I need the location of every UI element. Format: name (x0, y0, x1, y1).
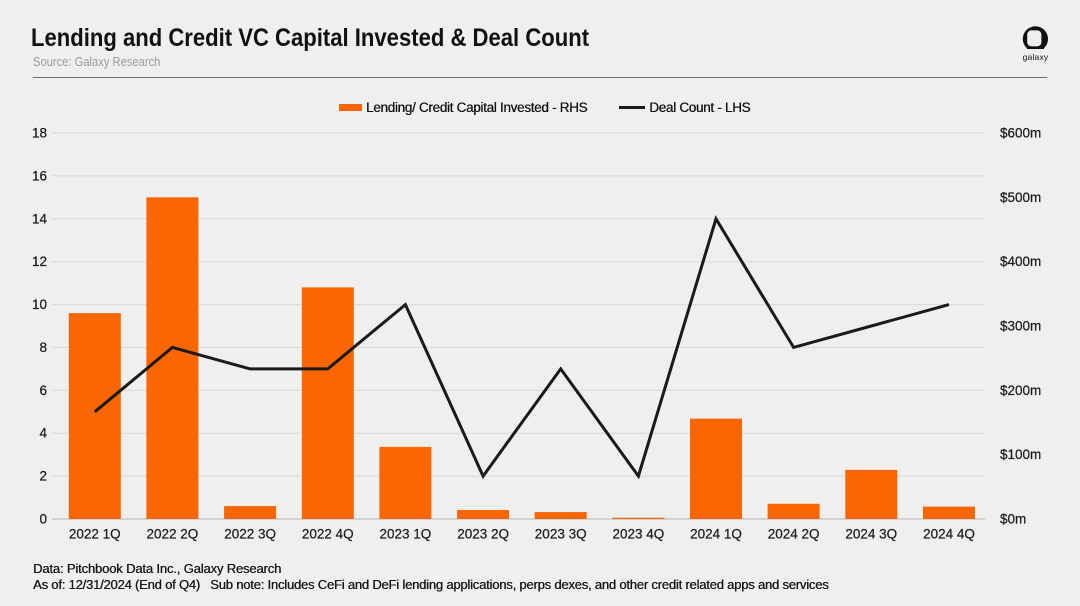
svg-text:2: 2 (39, 469, 47, 484)
svg-text:$400m: $400m (1000, 254, 1041, 269)
svg-text:$100m: $100m (1000, 447, 1041, 462)
svg-text:$300m: $300m (1000, 319, 1041, 334)
svg-text:2023 1Q: 2023 1Q (380, 527, 432, 542)
svg-text:14: 14 (32, 211, 48, 226)
svg-text:2023 3Q: 2023 3Q (535, 527, 587, 542)
svg-text:8: 8 (39, 340, 47, 355)
svg-text:2023 4Q: 2023 4Q (613, 527, 665, 542)
svg-text:$200m: $200m (1000, 383, 1041, 398)
svg-text:2022 1Q: 2022 1Q (69, 527, 121, 542)
svg-text:2022 4Q: 2022 4Q (302, 527, 354, 542)
svg-text:2023 2Q: 2023 2Q (457, 527, 509, 542)
svg-text:12: 12 (32, 254, 47, 269)
svg-text:4: 4 (39, 426, 47, 441)
svg-text:2024 4Q: 2024 4Q (923, 527, 975, 542)
svg-text:2024 2Q: 2024 2Q (768, 527, 820, 542)
svg-text:0: 0 (39, 512, 47, 527)
svg-text:$500m: $500m (1000, 190, 1041, 205)
svg-text:$600m: $600m (1000, 126, 1041, 141)
svg-text:18: 18 (32, 126, 47, 141)
svg-text:2024 3Q: 2024 3Q (845, 527, 897, 542)
svg-text:2022 3Q: 2022 3Q (224, 527, 276, 542)
svg-text:2024 1Q: 2024 1Q (690, 527, 742, 542)
svg-text:10: 10 (32, 297, 47, 312)
svg-text:6: 6 (39, 383, 47, 398)
svg-text:2022 2Q: 2022 2Q (147, 527, 199, 542)
svg-text:$0m: $0m (1000, 512, 1026, 527)
svg-text:16: 16 (32, 168, 47, 183)
